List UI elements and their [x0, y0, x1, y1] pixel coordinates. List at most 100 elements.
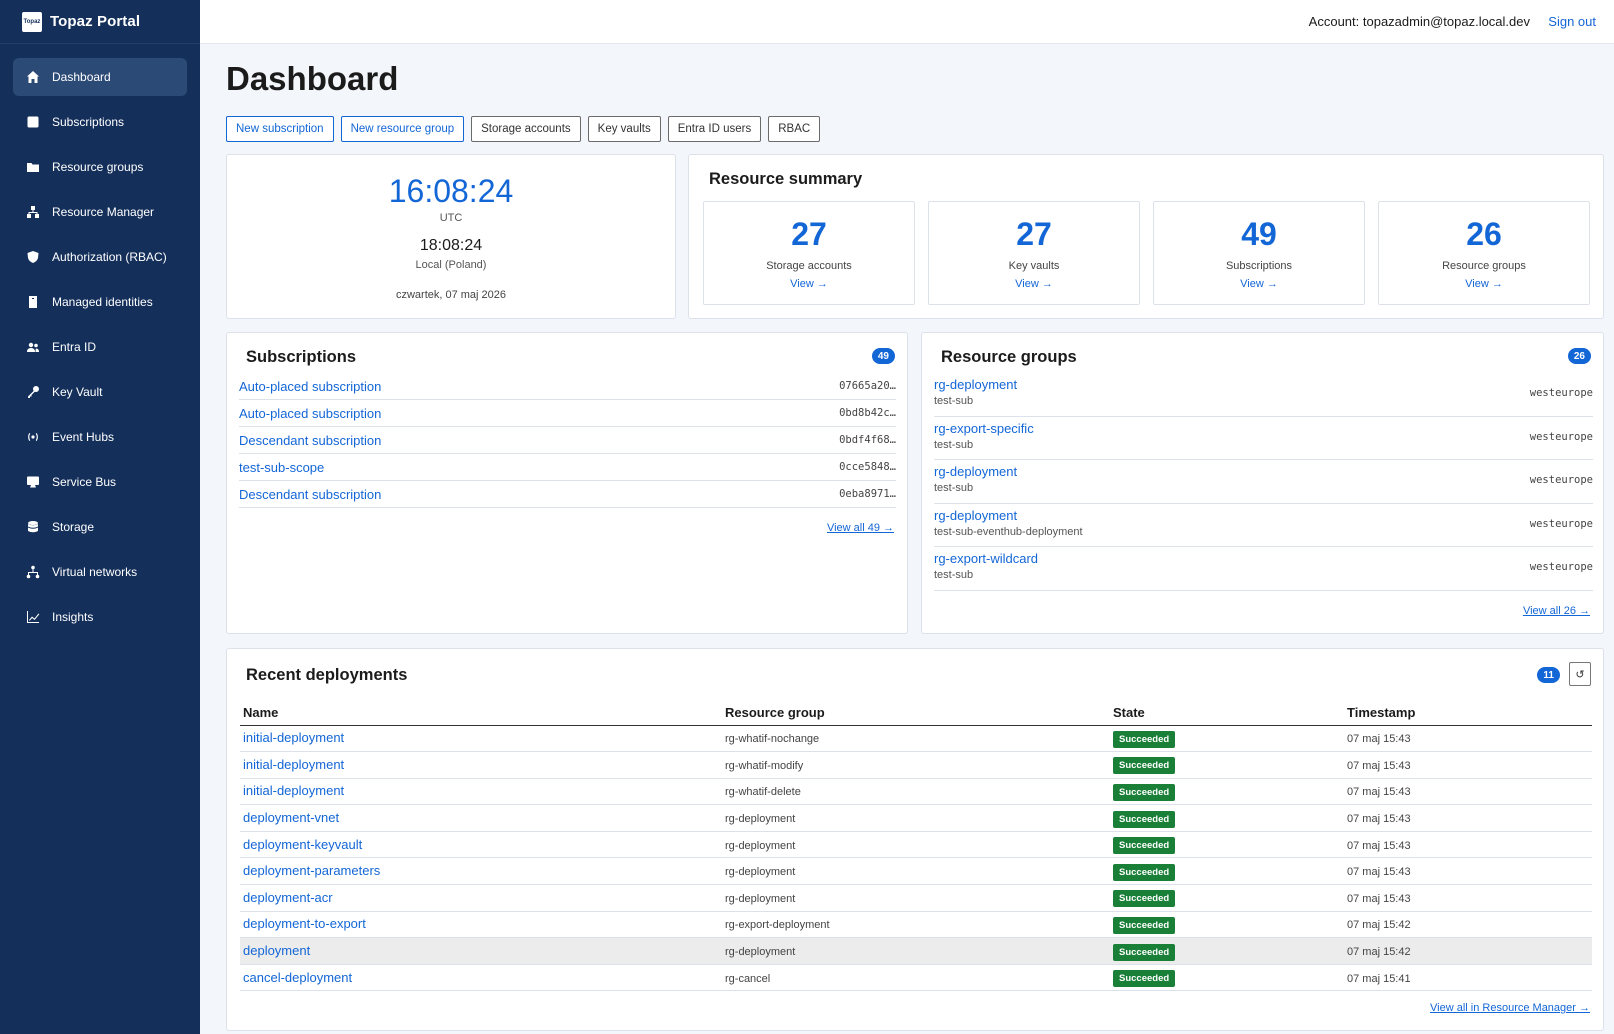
sidebar-item-subscriptions[interactable]: Subscriptions: [13, 103, 187, 141]
recent-deployments-title: Recent deployments: [246, 666, 408, 684]
deployment-timestamp: 07 maj 15:42: [1347, 946, 1411, 959]
deployment-timestamp: 07 maj 15:42: [1347, 919, 1411, 932]
deployment-link[interactable]: initial-deployment: [243, 730, 345, 746]
deployment-link[interactable]: deployment: [243, 943, 311, 959]
subscription-link[interactable]: Descendant subscription: [239, 486, 382, 502]
clock-card: 16:08:24 UTC 18:08:24 Local (Poland) czw…: [226, 154, 676, 319]
view-all-resource-groups-link[interactable]: View all 26 →: [1522, 605, 1590, 617]
sidebar-item-label: Event Hubs: [52, 430, 115, 444]
sidebar-item-storage[interactable]: Storage: [13, 508, 187, 546]
list-item: rg-deployment test-sub westeurope: [934, 373, 1593, 417]
column-header-state[interactable]: State: [1110, 701, 1344, 726]
sidebar-item-resource-groups[interactable]: Resource groups: [13, 148, 187, 186]
table-row[interactable]: deployment-parameters rg-deployment Succ…: [240, 857, 1592, 886]
hierarchy-icon: [26, 205, 40, 219]
table-row[interactable]: deployment rg-deployment Succeeded 07 ma…: [240, 937, 1592, 965]
resource-group-link[interactable]: rg-export-specific: [934, 420, 1034, 436]
new-subscription-button[interactable]: New subscription: [226, 116, 334, 142]
status-badge: Succeeded: [1113, 757, 1176, 775]
sidebar-item-dashboard[interactable]: Dashboard: [13, 58, 187, 96]
sidebar-item-authorization[interactable]: Authorization (RBAC): [13, 238, 187, 276]
resource-group-link[interactable]: rg-deployment: [934, 507, 1018, 523]
resource-group-link[interactable]: rg-deployment: [934, 464, 1018, 479]
status-badge: Succeeded: [1113, 863, 1176, 881]
subscription-link[interactable]: test-sub-scope: [239, 459, 325, 475]
sidebar-item-resource-manager[interactable]: Resource Manager: [13, 193, 187, 231]
list-item: test-sub-scope 0cce5848…: [239, 454, 896, 481]
view-all-deployments-link[interactable]: View all in Resource Manager →: [1430, 1002, 1590, 1014]
status-badge: Succeeded: [1113, 890, 1176, 908]
deployment-resource-group: rg-deployment: [725, 892, 796, 905]
sidebar-item-virtual-networks[interactable]: Virtual networks: [13, 553, 187, 591]
column-header-timestamp[interactable]: Timestamp: [1344, 701, 1592, 726]
deployment-link[interactable]: deployment-vnet: [243, 810, 340, 826]
sidebar-item-key-vault[interactable]: Key Vault: [13, 373, 187, 411]
key-vaults-button[interactable]: Key vaults: [587, 116, 661, 142]
entra-id-users-button[interactable]: Entra ID users: [667, 116, 762, 142]
resource-group-link[interactable]: rg-export-wildcard: [934, 551, 1039, 566]
deployment-link[interactable]: initial-deployment: [243, 783, 345, 799]
table-row[interactable]: deployment-vnet rg-deployment Succeeded …: [240, 804, 1592, 832]
sidebar-item-event-hubs[interactable]: Event Hubs: [13, 418, 187, 456]
table-row[interactable]: deployment-acr rg-deployment Succeeded 0…: [240, 884, 1592, 912]
deployment-link[interactable]: deployment-keyvault: [243, 836, 363, 852]
sidebar-item-managed-identities[interactable]: Managed identities: [13, 283, 187, 321]
stat-view-link[interactable]: View →: [1465, 278, 1503, 290]
resource-group-subscription: test-sub: [934, 438, 974, 451]
resource-group-subscription: test-sub: [934, 569, 974, 581]
deployment-link[interactable]: initial-deployment: [243, 756, 345, 772]
stat-storage-accounts: 27 Storage accounts View →: [703, 201, 915, 305]
list-item: Auto-placed subscription 0bd8b42c…: [239, 400, 896, 427]
table-row[interactable]: cancel-deployment rg-cancel Succeeded 07…: [240, 964, 1592, 992]
sidebar: Topaz Topaz Portal Dashboard Subscriptio…: [0, 0, 200, 1034]
resource-group-subscription: test-sub: [934, 395, 974, 407]
quick-actions: New subscription New resource group Stor…: [226, 116, 821, 142]
stat-view-link[interactable]: View →: [790, 278, 828, 290]
table-row[interactable]: initial-deployment rg-whatif-delete Succ…: [240, 778, 1592, 806]
table-row[interactable]: initial-deployment rg-whatif-modify Succ…: [240, 751, 1592, 779]
sidebar-nav: Dashboard Subscriptions Resource groups …: [0, 44, 200, 636]
sidebar-item-label: Authorization (RBAC): [52, 250, 167, 264]
sidebar-item-entra-id[interactable]: Entra ID: [13, 328, 187, 366]
deployment-timestamp: 07 maj 15:41: [1347, 972, 1411, 985]
status-badge: Succeeded: [1113, 730, 1176, 748]
utc-time: 16:08:24: [388, 173, 514, 209]
sign-out-link[interactable]: Sign out: [1548, 14, 1596, 29]
column-header-resource-group[interactable]: Resource group: [722, 701, 1110, 726]
stat-view-link[interactable]: View →: [1240, 278, 1278, 290]
new-resource-group-button[interactable]: New resource group: [340, 116, 465, 142]
status-badge: Succeeded: [1113, 943, 1176, 961]
deployment-link[interactable]: deployment-to-export: [243, 916, 366, 932]
column-header-name[interactable]: Name: [240, 701, 722, 726]
refresh-button[interactable]: ↺: [1569, 662, 1591, 686]
resource-groups-card: Resource groups 26 rg-deployment test-su…: [921, 332, 1604, 634]
subscription-link[interactable]: Auto-placed subscription: [239, 405, 382, 421]
status-badge: Succeeded: [1113, 810, 1176, 828]
local-time: 18:08:24: [419, 237, 483, 254]
resource-group-link[interactable]: rg-deployment: [934, 377, 1018, 392]
table-row[interactable]: deployment-to-export rg-export-deploymen…: [240, 911, 1592, 939]
deployment-link[interactable]: deployment-parameters: [243, 863, 381, 879]
status-badge: Succeeded: [1113, 837, 1176, 855]
subscription-link[interactable]: Auto-placed subscription: [239, 378, 382, 394]
deployment-timestamp: 07 maj 15:43: [1347, 759, 1411, 772]
brand[interactable]: Topaz Topaz Portal: [0, 0, 200, 44]
deployment-link[interactable]: cancel-deployment: [243, 969, 353, 985]
deployment-link[interactable]: deployment-acr: [243, 889, 333, 905]
table-row[interactable]: initial-deployment rg-whatif-nochange Su…: [240, 725, 1592, 753]
sidebar-item-label: Dashboard: [52, 70, 111, 84]
stat-view-link[interactable]: View →: [1015, 278, 1053, 290]
storage-accounts-button[interactable]: Storage accounts: [471, 116, 581, 142]
table-row[interactable]: deployment-keyvault rg-deployment Succee…: [240, 831, 1592, 859]
sidebar-item-insights[interactable]: Insights: [13, 598, 187, 636]
list-item: rg-deployment test-sub-eventhub-deployme…: [934, 504, 1593, 547]
sidebar-item-service-bus[interactable]: Service Bus: [13, 463, 187, 501]
monitor-icon: [26, 475, 40, 489]
subscriptions-list: Auto-placed subscription 07665a20… Auto-…: [239, 373, 896, 508]
resource-group-location: westeurope: [1529, 430, 1593, 443]
view-all-subscriptions-link[interactable]: View all 49 →: [826, 522, 894, 534]
subscription-link[interactable]: Descendant subscription: [239, 432, 382, 448]
sidebar-item-label: Virtual networks: [52, 565, 138, 579]
rbac-button[interactable]: RBAC: [768, 116, 821, 142]
topbar: Account: topazadmin@topaz.local.dev Sign…: [200, 0, 1614, 44]
